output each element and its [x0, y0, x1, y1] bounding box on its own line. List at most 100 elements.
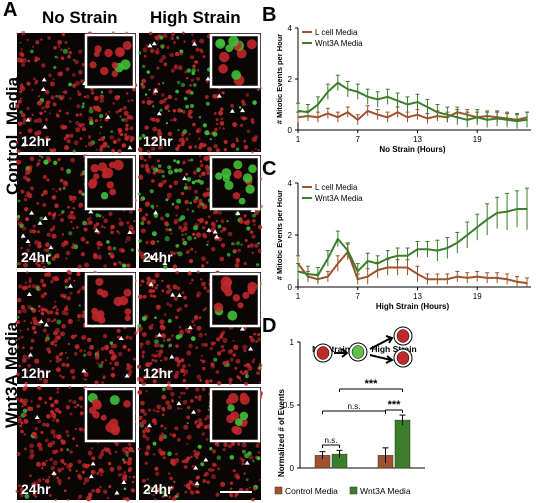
cell-dot	[222, 348, 226, 352]
cell-dot	[187, 486, 191, 490]
cell-dot	[82, 102, 85, 105]
cell-dot	[63, 180, 68, 185]
cell-dot	[41, 260, 45, 265]
cell-dot	[230, 103, 235, 108]
cell-dot	[206, 240, 210, 243]
cell-dot	[203, 473, 207, 477]
cell-dot	[187, 185, 192, 191]
cell-dot	[100, 473, 103, 477]
cell-dot	[167, 165, 172, 170]
cell-dot	[44, 401, 47, 404]
cell-dot	[187, 159, 190, 162]
cell-dot	[19, 41, 22, 44]
cell-dot	[229, 481, 234, 485]
inset-cell	[101, 171, 109, 179]
arrowhead-marker	[88, 474, 94, 479]
cell-dot	[182, 240, 188, 246]
cell-dot	[78, 123, 83, 128]
cell-dot	[52, 78, 55, 81]
cell-dot	[52, 433, 58, 439]
cell-dot	[192, 122, 196, 127]
cell-dot	[72, 400, 77, 405]
cell-dot	[34, 495, 38, 498]
cell-dot	[213, 341, 216, 345]
cell-dot	[139, 342, 144, 347]
cell-dot	[202, 55, 206, 58]
cell-dot	[156, 368, 162, 374]
cell-dot	[109, 135, 114, 140]
cell-dot	[83, 227, 88, 232]
cell-dot	[167, 94, 173, 100]
cell-dot	[199, 217, 204, 223]
cell-dot	[218, 110, 224, 116]
cell-dot	[159, 35, 164, 40]
cell-dot	[170, 232, 173, 235]
inset-cell	[247, 286, 256, 295]
cell-dot	[161, 55, 167, 60]
cell-dot	[108, 252, 111, 255]
cell-dot	[46, 100, 51, 105]
cell-dot	[205, 415, 210, 420]
arrowhead-marker	[94, 228, 100, 233]
cell-dot	[36, 130, 42, 136]
cell-dot	[194, 60, 199, 64]
cell-dot	[66, 464, 72, 470]
cell-dot	[174, 97, 178, 101]
cell-dot	[72, 207, 75, 210]
cell-dot	[81, 285, 86, 291]
cell-dot	[190, 78, 195, 82]
cell-dot	[250, 118, 255, 122]
cell-dot	[149, 294, 154, 298]
cell-dot	[189, 328, 192, 331]
cell-dot	[153, 213, 158, 218]
cell-dot	[173, 65, 178, 70]
cell-dot	[175, 270, 179, 275]
cell-dot	[95, 222, 100, 226]
cell-dot	[144, 163, 150, 169]
cell-dot	[51, 320, 54, 323]
cell-dot	[37, 478, 42, 483]
cell-dot	[91, 488, 95, 493]
cell-dot	[66, 448, 70, 452]
cell-dot	[117, 351, 123, 357]
cell-dot	[18, 364, 22, 368]
cell-dot	[42, 175, 47, 179]
cell-dot	[258, 478, 261, 481]
cell-dot	[228, 381, 232, 385]
cell-dot	[252, 486, 257, 491]
cell-dot	[56, 335, 61, 340]
cell-dot	[83, 95, 87, 99]
arrowhead-marker	[124, 373, 130, 378]
cell-dot	[226, 363, 230, 367]
time-label: 24hr	[21, 249, 51, 265]
cell-dot	[207, 408, 210, 411]
cell-dot	[41, 106, 45, 110]
cell-dot	[100, 136, 105, 141]
cell-dot	[197, 218, 201, 222]
cell-dot	[52, 148, 57, 153]
inset-cell	[234, 418, 243, 427]
cell-dot	[102, 141, 108, 147]
cell-dot	[58, 213, 61, 217]
cell-dot	[157, 131, 163, 137]
cell-dot	[158, 182, 163, 188]
cell-dot	[26, 177, 31, 182]
cell-dot	[57, 72, 62, 76]
cell-dot	[184, 490, 188, 494]
cell-dot	[256, 456, 261, 461]
cell-dot	[41, 193, 44, 197]
inset-cell	[93, 173, 100, 180]
cell-dot	[69, 291, 73, 295]
cell-dot	[44, 103, 50, 109]
cell-dot	[215, 492, 220, 497]
cell-dot	[59, 358, 63, 361]
cell-dot	[17, 418, 23, 424]
cell-dot	[103, 489, 108, 494]
cell-dot	[69, 450, 73, 454]
cell-dot	[109, 362, 112, 365]
cell-dot	[39, 377, 42, 381]
cell-dot	[36, 442, 42, 448]
cell-dot	[145, 213, 149, 217]
cell-dot	[19, 424, 23, 428]
cell-dot	[149, 361, 153, 365]
